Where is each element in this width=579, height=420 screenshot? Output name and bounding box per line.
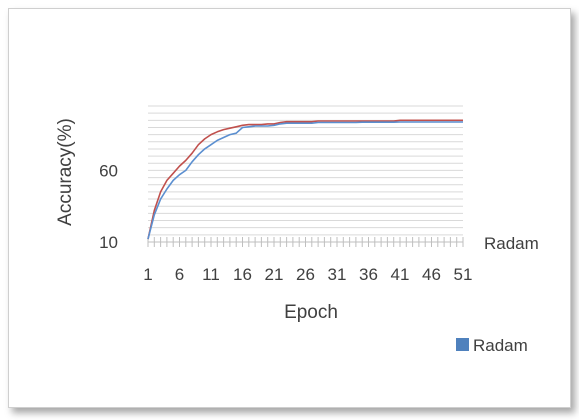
x-tick-label: 11 xyxy=(202,265,220,284)
y-tick-label: 10 xyxy=(99,233,118,252)
gridlines xyxy=(148,105,463,243)
series-line-radam xyxy=(147,121,463,240)
x-tick-label: 36 xyxy=(359,265,378,284)
x-tick-label: 51 xyxy=(454,265,473,284)
x-axis-title: Epoch xyxy=(284,302,338,323)
x-axis-end-label: Radam xyxy=(484,234,539,253)
x-tick-label: 6 xyxy=(175,265,184,284)
legend: Radam xyxy=(456,336,528,355)
x-tick-label: 21 xyxy=(265,265,284,284)
series-line-unnamed xyxy=(147,119,463,240)
x-tick-label: 46 xyxy=(422,265,441,284)
y-tick-label: 60 xyxy=(99,161,118,180)
x-axis-ticks: 1 6 11 16 21 26 31 36 41 46 51 xyxy=(143,237,472,284)
y-axis-title: Accuracy(%) xyxy=(55,118,76,226)
x-tick-label: 16 xyxy=(233,265,252,284)
chart-frame xyxy=(8,8,571,408)
y-axis-ticks: 10 60 xyxy=(99,161,118,252)
x-tick-label: 26 xyxy=(296,265,315,284)
x-tick-label: 31 xyxy=(328,265,347,284)
legend-label-radam: Radam xyxy=(473,336,528,355)
x-tick-label: 41 xyxy=(391,265,410,284)
x-tick-label: 1 xyxy=(143,265,152,284)
series-lines xyxy=(147,119,463,240)
legend-swatch-radam xyxy=(456,338,469,351)
